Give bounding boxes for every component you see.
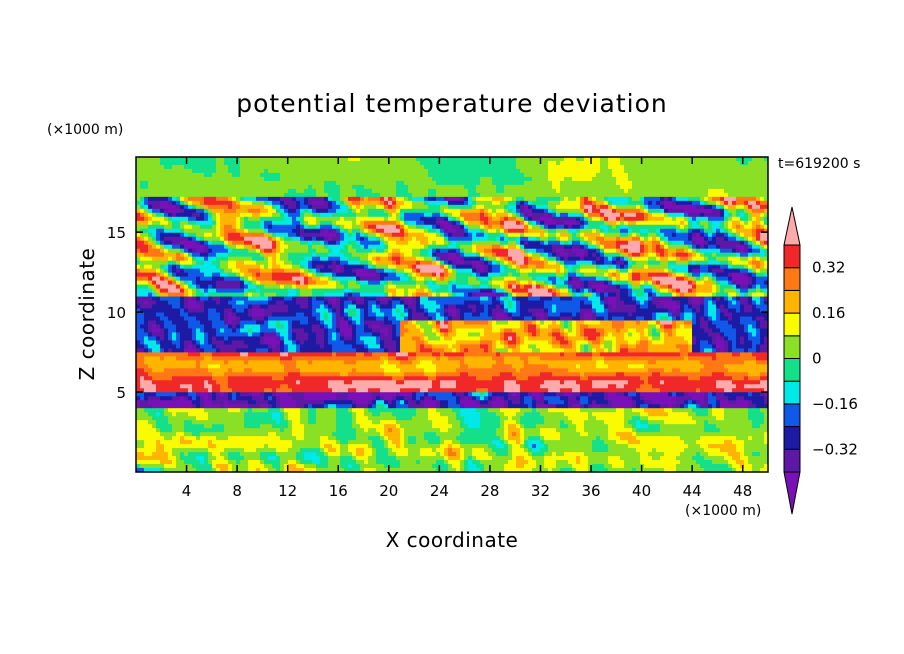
x-tick-label: 44	[683, 482, 702, 500]
colorbar-segment	[783, 335, 801, 359]
colorbar-segment	[783, 312, 801, 337]
x-axis-ticks: 4 8 12 16 20 24 28 32 36 40 44 48	[182, 157, 752, 500]
colorbar-segment	[783, 289, 801, 314]
x-tick-label: 12	[278, 482, 297, 500]
chart-title: potential temperature deviation	[236, 89, 667, 118]
x-axis-label: X coordinate	[386, 528, 519, 552]
x-tick-label: 8	[232, 482, 242, 500]
plot-frame	[135, 156, 769, 473]
y-axis-ticks: 5 10 15	[107, 224, 768, 402]
y-tick-label: 10	[107, 304, 126, 322]
colorbar-segment	[783, 244, 801, 269]
x-tick-label: 48	[733, 482, 752, 500]
x-tick-label: 24	[430, 482, 449, 500]
y-tick-label: 5	[116, 384, 126, 402]
colorbar-tick-label: −0.32	[812, 440, 858, 458]
colorbar-segment	[783, 448, 801, 473]
x-tick-label: 32	[531, 482, 550, 500]
time-label: t=619200 s	[778, 156, 860, 172]
colorbar-segment	[783, 380, 801, 405]
y-axis-label: Z coordinate	[75, 248, 99, 381]
x-tick-label: 4	[182, 482, 192, 500]
x-tick-label: 40	[632, 482, 651, 500]
colorbar-tick-label: 0.16	[812, 304, 845, 322]
colorbar-tick-label: 0	[812, 350, 822, 368]
x-tick-label: 36	[581, 482, 600, 500]
colorbar-segment	[783, 267, 801, 291]
colorbar-min-triangle	[783, 471, 801, 515]
colorbar-segment	[783, 358, 801, 382]
colorbar-segment	[783, 403, 801, 428]
colorbar-max-triangle	[783, 206, 801, 246]
y-axis-unit: (×1000 m)	[47, 122, 123, 138]
contour-field	[136, 157, 768, 472]
x-axis-unit: (×1000 m)	[685, 503, 761, 519]
y-tick-label: 15	[107, 224, 126, 242]
x-tick-label: 16	[329, 482, 348, 500]
x-tick-label: 28	[480, 482, 499, 500]
colorbar-tick-label: −0.16	[812, 395, 858, 413]
colorbar-segment	[783, 426, 801, 450]
x-tick-label: 20	[379, 482, 398, 500]
colorbar-tick-label: 0.32	[812, 259, 845, 277]
colorbar: 0.32 0.16 0 −0.16 −0.32	[783, 206, 858, 515]
